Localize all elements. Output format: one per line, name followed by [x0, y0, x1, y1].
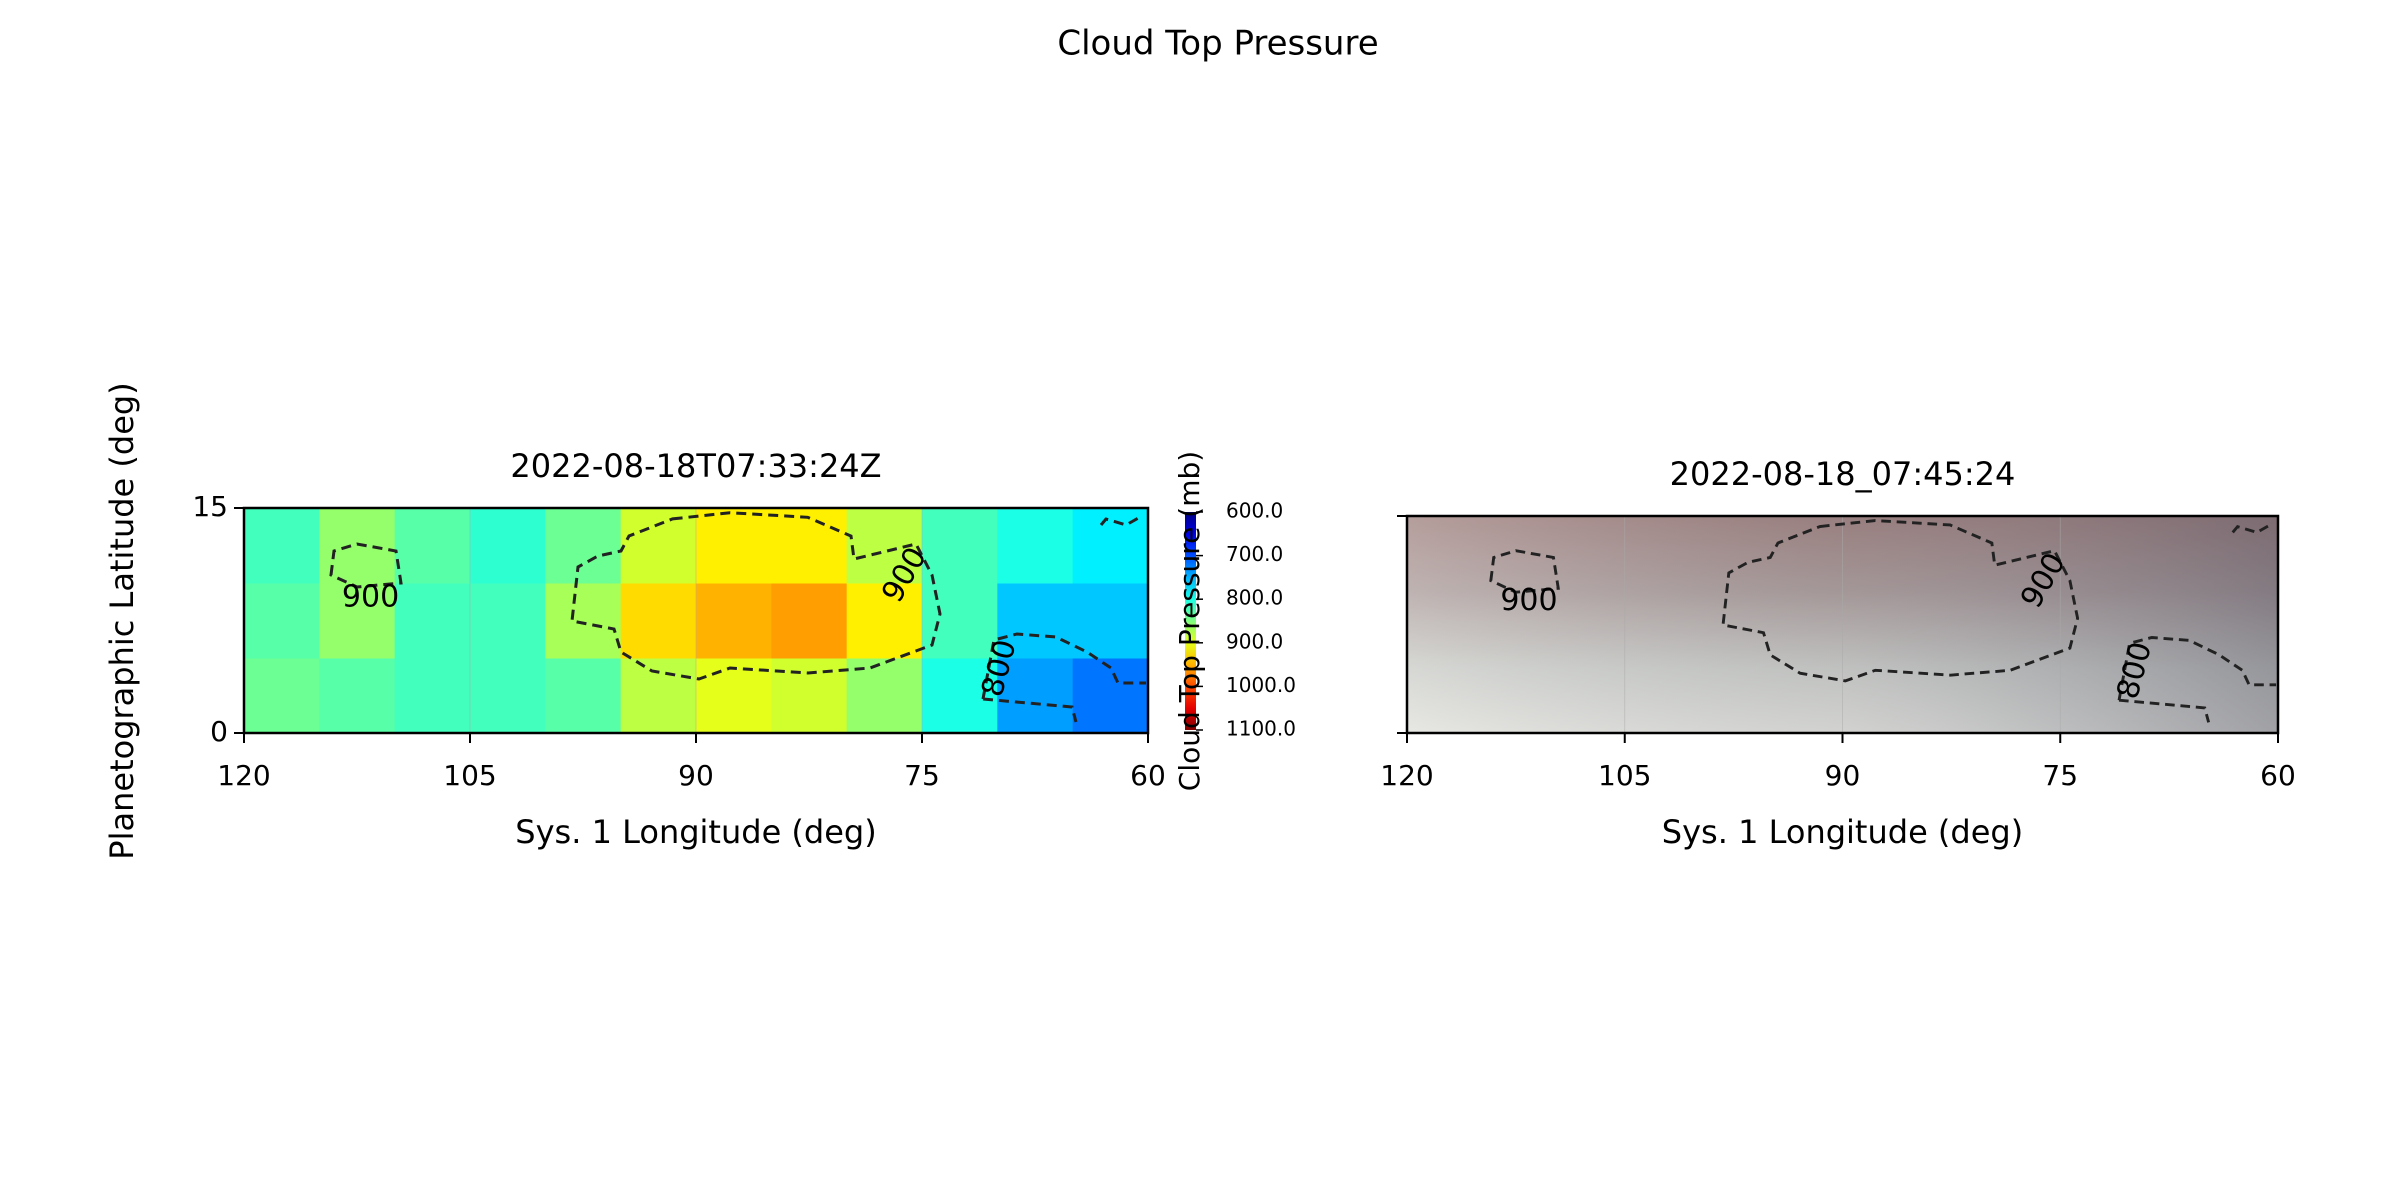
heatmap-cell — [922, 658, 998, 734]
heatmap-cell — [1072, 658, 1149, 734]
colorbar-tick-label: 800.0 — [1226, 586, 1283, 610]
heatmap-cell — [470, 658, 546, 734]
heatmap-cell — [470, 508, 546, 584]
y-tick-label: 0 — [210, 715, 228, 748]
subplot-title: 2022-08-18T07:33:24Z — [510, 447, 881, 485]
heatmap-cell — [244, 508, 320, 584]
colorbar-label: Cloud Top Pressure (mb) — [1173, 451, 1206, 791]
heatmap-cell — [394, 583, 471, 659]
figure-title: Cloud Top Pressure — [1057, 24, 1378, 64]
x-tick-label: 75 — [2042, 759, 2078, 792]
colorbar-tick-label: 700.0 — [1226, 542, 1283, 566]
heatmap-cell — [922, 583, 998, 659]
contour-label: 900 — [342, 580, 399, 615]
subplot-title: 2022-08-18_07:45:24 — [1670, 455, 2016, 493]
colorbar-tick-label: 600.0 — [1226, 499, 1283, 523]
contour-label: 900 — [1500, 583, 1557, 618]
heatmap-cell — [244, 658, 320, 734]
heatmap-cell — [620, 658, 697, 734]
heatmap-cell — [545, 583, 622, 659]
heatmap-cell — [997, 508, 1074, 584]
y-axis-label: Planetographic Latitude (deg) — [103, 382, 141, 859]
colorbar-tick-label: 900.0 — [1226, 629, 1283, 653]
x-tick-label: 120 — [217, 759, 270, 792]
heatmap-cell — [771, 583, 848, 659]
heatmap-cell — [244, 583, 320, 659]
x-tick-label: 60 — [1130, 759, 1166, 792]
colorbar-tick-label: 1100.0 — [1226, 717, 1296, 741]
x-tick-label: 75 — [904, 759, 940, 792]
heatmap-cell — [696, 508, 772, 584]
x-tick-label: 120 — [1380, 759, 1433, 792]
x-tick-label: 105 — [1598, 759, 1651, 792]
x-tick-label: 90 — [1825, 759, 1861, 792]
y-tick-label: 15 — [192, 490, 228, 523]
heatmap-cell — [470, 583, 546, 659]
heatmap-cell — [1072, 583, 1149, 659]
heatmap-cell — [394, 508, 471, 584]
heatmap-cell — [997, 583, 1074, 659]
heatmap-cell — [620, 583, 697, 659]
x-tick-label: 60 — [2260, 759, 2296, 792]
heatmap-cell — [771, 658, 848, 734]
heatmap-cell — [922, 508, 998, 584]
heatmap-cell — [545, 658, 622, 734]
heatmap-cell — [846, 583, 923, 659]
x-tick-label: 90 — [678, 759, 714, 792]
heatmap-cell — [696, 583, 772, 659]
colorbar — [1185, 512, 1196, 730]
heatmap-cell — [394, 658, 471, 734]
x-axis-label: Sys. 1 Longitude (deg) — [1662, 813, 2023, 851]
colorbar-tick-label: 1000.0 — [1226, 673, 1296, 697]
heatmap-cell — [319, 583, 396, 659]
heatmap-cell — [545, 508, 622, 584]
heatmap-cell — [319, 658, 396, 734]
x-tick-label: 105 — [443, 759, 496, 792]
heatmap-cell — [771, 508, 848, 584]
heatmap-cell — [846, 658, 923, 734]
x-axis-label: Sys. 1 Longitude (deg) — [515, 813, 876, 851]
heatmap-cell — [620, 508, 697, 584]
heatmap-cell — [997, 658, 1074, 734]
